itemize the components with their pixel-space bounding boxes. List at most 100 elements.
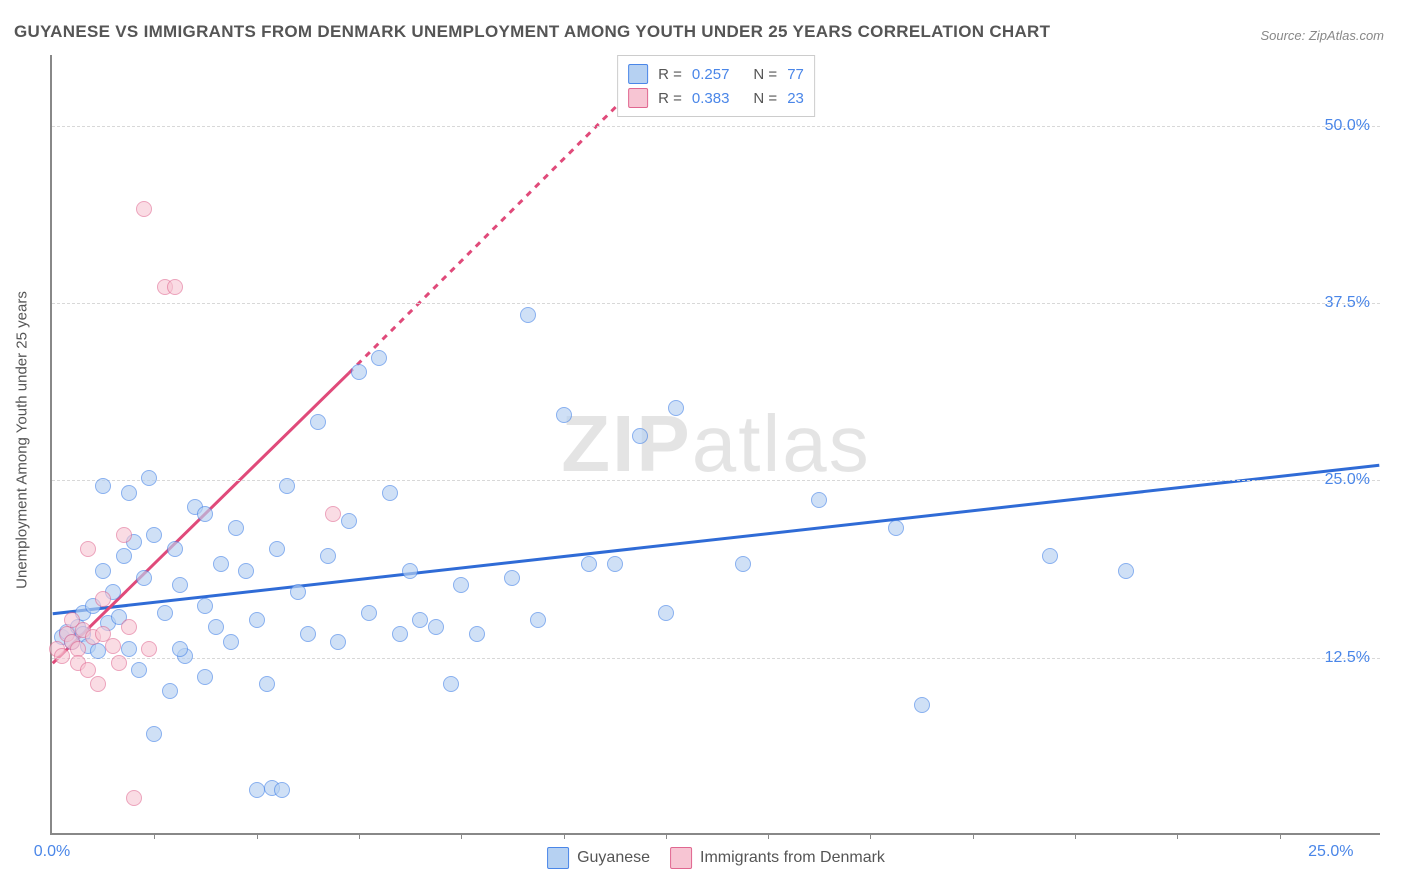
data-point xyxy=(105,638,121,654)
data-point xyxy=(136,570,152,586)
legend-swatch xyxy=(547,847,569,869)
trend-lines-overlay xyxy=(52,55,1380,833)
trend-line xyxy=(53,465,1380,614)
data-point xyxy=(116,548,132,564)
data-point xyxy=(121,641,137,657)
data-point xyxy=(95,591,111,607)
legend-series: Guyanese Immigrants from Denmark xyxy=(547,847,885,869)
source-label: Source: ZipAtlas.com xyxy=(1260,28,1384,43)
data-point xyxy=(428,619,444,635)
legend-n-value: 77 xyxy=(787,66,804,83)
data-point xyxy=(116,527,132,543)
data-point xyxy=(146,726,162,742)
data-point xyxy=(382,485,398,501)
legend-r-value: 0.257 xyxy=(692,66,730,83)
x-tick-label: 0.0% xyxy=(34,843,70,861)
x-tick-mark xyxy=(973,833,974,839)
data-point xyxy=(121,619,137,635)
data-point xyxy=(392,626,408,642)
gridline-h xyxy=(52,303,1380,304)
data-point xyxy=(167,541,183,557)
data-point xyxy=(402,563,418,579)
data-point xyxy=(530,612,546,628)
data-point xyxy=(167,279,183,295)
data-point xyxy=(223,634,239,650)
legend-r-value: 0.383 xyxy=(692,90,730,107)
data-point xyxy=(735,556,751,572)
data-point xyxy=(325,506,341,522)
data-point xyxy=(443,676,459,692)
x-tick-mark xyxy=(257,833,258,839)
data-point xyxy=(300,626,316,642)
data-point xyxy=(581,556,597,572)
data-point xyxy=(80,662,96,678)
data-point xyxy=(320,548,336,564)
x-tick-label: 25.0% xyxy=(1308,843,1353,861)
chart-container: GUYANESE VS IMMIGRANTS FROM DENMARK UNEM… xyxy=(0,0,1406,892)
x-tick-mark xyxy=(1075,833,1076,839)
legend-n-label: N = xyxy=(753,90,777,107)
data-point xyxy=(469,626,485,642)
data-point xyxy=(146,527,162,543)
data-point xyxy=(914,697,930,713)
data-point xyxy=(330,634,346,650)
data-point xyxy=(249,612,265,628)
data-point xyxy=(668,400,684,416)
gridline-h xyxy=(52,658,1380,659)
legend-r-label: R = xyxy=(658,66,682,83)
data-point xyxy=(607,556,623,572)
data-point xyxy=(274,782,290,798)
watermark: ZIPatlas xyxy=(561,398,870,490)
data-point xyxy=(259,676,275,692)
data-point xyxy=(197,669,213,685)
plot-area: ZIPatlas R = 0.257N = 77R = 0.383N = 23 … xyxy=(50,55,1380,835)
y-tick-label: 12.5% xyxy=(1325,649,1370,667)
data-point xyxy=(172,577,188,593)
gridline-h xyxy=(52,480,1380,481)
data-point xyxy=(54,648,70,664)
y-tick-label: 50.0% xyxy=(1325,117,1370,135)
data-point xyxy=(141,641,157,657)
x-tick-mark xyxy=(1280,833,1281,839)
legend-swatch xyxy=(628,88,648,108)
data-point xyxy=(136,201,152,217)
data-point xyxy=(157,605,173,621)
data-point xyxy=(310,414,326,430)
x-tick-mark xyxy=(461,833,462,839)
x-tick-mark xyxy=(666,833,667,839)
data-point xyxy=(453,577,469,593)
data-point xyxy=(632,428,648,444)
data-point xyxy=(126,790,142,806)
data-point xyxy=(658,605,674,621)
data-point xyxy=(279,478,295,494)
legend-correlation: R = 0.257N = 77R = 0.383N = 23 xyxy=(617,55,815,117)
data-point xyxy=(1042,548,1058,564)
gridline-h xyxy=(52,126,1380,127)
legend-swatch xyxy=(628,64,648,84)
data-point xyxy=(208,619,224,635)
x-tick-mark xyxy=(1177,833,1178,839)
data-point xyxy=(504,570,520,586)
data-point xyxy=(95,478,111,494)
data-point xyxy=(269,541,285,557)
legend-series-label: Guyanese xyxy=(577,849,650,867)
legend-series-item: Immigrants from Denmark xyxy=(670,847,885,869)
x-tick-mark xyxy=(359,833,360,839)
y-tick-label: 37.5% xyxy=(1325,294,1370,312)
legend-correlation-row: R = 0.383N = 23 xyxy=(628,86,804,110)
data-point xyxy=(197,598,213,614)
data-point xyxy=(111,655,127,671)
data-point xyxy=(888,520,904,536)
data-point xyxy=(1118,563,1134,579)
data-point xyxy=(197,506,213,522)
data-point xyxy=(121,485,137,501)
legend-n-value: 23 xyxy=(787,90,804,107)
data-point xyxy=(90,643,106,659)
data-point xyxy=(351,364,367,380)
data-point xyxy=(412,612,428,628)
data-point xyxy=(80,541,96,557)
data-point xyxy=(213,556,229,572)
data-point xyxy=(290,584,306,600)
data-point xyxy=(249,782,265,798)
x-tick-mark xyxy=(154,833,155,839)
